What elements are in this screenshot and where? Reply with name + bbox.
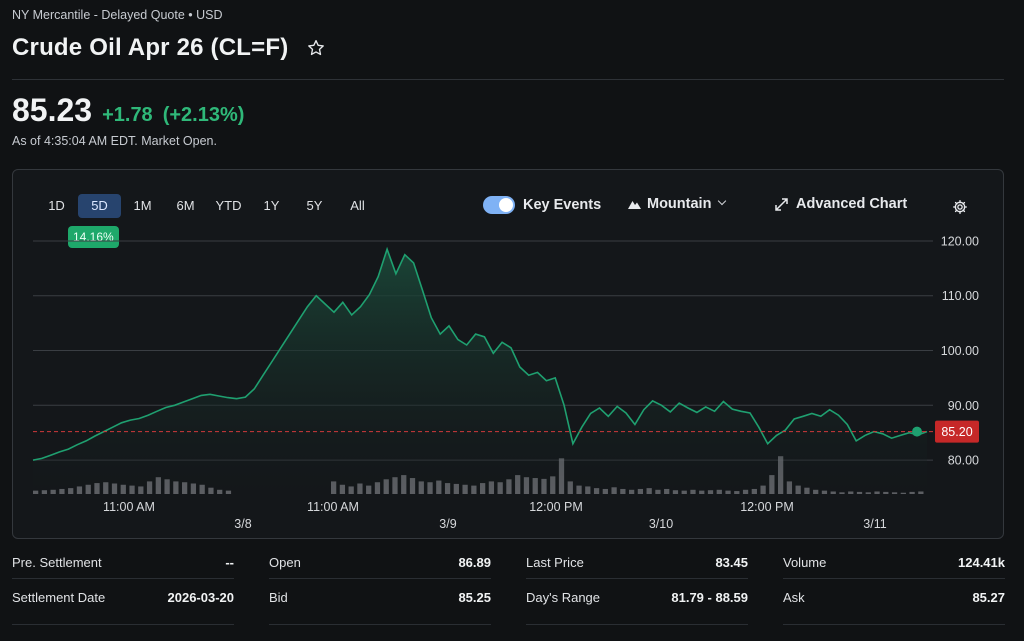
header-divider [12,79,1004,80]
price-chart[interactable]: 120.00 110.00 100.00 90.00 80.00 85.20 11:00 A… [13,170,1003,538]
stat-divider [269,578,491,579]
last-price-marker [912,426,922,437]
range-button-5d[interactable]: 5D [78,194,121,218]
x-date-label: 3/8 [234,517,251,531]
stat-day-s-range: Day's Range 81.79 - 88.59 [526,590,748,605]
price-change-percent: (+2.13%) [162,104,245,126]
stat-value: 124.41k [958,555,1005,570]
range-button-1d[interactable]: 1D [48,198,65,213]
quote-row: 85.23 +1.78 (+2.13%) [12,92,244,129]
key-events-switch[interactable] [483,196,515,214]
x-date-label: 3/10 [649,517,673,531]
stat-value: 85.25 [458,590,491,605]
key-events-toggle[interactable]: Key Events [483,196,601,214]
stat-label: Open [269,555,301,570]
x-time-label: 12:00 PM [529,500,583,514]
range-button-ytd[interactable]: YTD [215,198,242,213]
stat-value: 81.79 - 88.59 [671,590,748,605]
price-tag [935,420,979,443]
range-button-5y[interactable]: 5Y [306,198,323,213]
stat-value: 2026-03-20 [167,590,235,605]
y-tick-label: 120.00 [941,234,979,248]
chart-type-label: Mountain [647,196,712,212]
x-time-label: 11:00 AM [103,500,155,514]
x-date-label: 3/9 [439,517,456,531]
price-area [33,249,927,494]
stat-value: 83.45 [715,555,748,570]
stat-value: 85.27 [972,590,1005,605]
range-button-all[interactable]: All [350,198,365,213]
stat-volume: Volume 124.41k [783,555,1005,570]
expand-icon [775,197,788,211]
stat-settlement-date: Settlement Date 2026-03-20 [12,590,234,605]
stat-last-price: Last Price 83.45 [526,555,748,570]
y-tick-label: 100.00 [941,344,979,358]
stat-divider [269,624,491,625]
y-tick-label: 110.00 [942,289,979,303]
stat-divider [12,624,234,625]
key-events-label: Key Events [523,197,602,213]
stat-pre-settlement: Pre. Settlement -- [12,555,234,570]
stat-label: Volume [783,555,827,570]
as-of-timestamp: As of 4:35:04 AM EDT. Market Open. [12,134,217,148]
stat-divider [783,624,1005,625]
stat-divider [12,578,234,579]
stat-open: Open 86.89 [269,555,491,570]
price-change: +1.78 [102,104,153,126]
range-button-1m[interactable]: 1M [133,198,152,213]
page-title: Crude Oil Apr 26 (CL=F) [12,34,289,61]
chart-type-dropdown[interactable]: Mountain [628,196,727,212]
advanced-chart-label: Advanced Chart [796,196,908,212]
stat-value: -- [225,555,234,570]
exchange-info: NY Mercantile - Delayed Quote • USD [12,8,223,22]
current-price: 85.23 [12,92,93,128]
y-tick-label: 90.00 [948,399,979,413]
stat-divider [526,578,748,579]
stat-ask: Ask 85.27 [783,590,1005,605]
stat-bid: Bid 85.25 [269,590,491,605]
x-time-label: 12:00 PM [740,500,794,514]
range-button-6m[interactable]: 6M [176,198,195,213]
stat-divider [526,624,748,625]
stat-label: Ask [783,590,805,605]
range-button-1y[interactable]: 1Y [263,198,280,213]
advanced-chart-button[interactable]: Advanced Chart [775,196,907,212]
stat-label: Last Price [526,555,584,570]
price-tag-label: 85.20 [941,425,972,439]
stat-label: Pre. Settlement [12,555,102,570]
chart-card: 1D 5D 1M 6M YTD 1Y 5Y All 14.16% Key Events Mou… [12,169,1004,539]
stat-label: Settlement Date [12,590,106,605]
stat-divider [783,578,1005,579]
y-tick-label: 80.00 [948,454,979,468]
price-line [32,246,928,461]
title-row: Crude Oil Apr 26 (CL=F) [12,34,326,62]
star-icon[interactable] [306,38,326,58]
range-selector: 1D 5D 1M 6M YTD 1Y 5Y All [35,194,379,218]
mountain-icon [628,201,641,209]
gear-icon[interactable] [952,199,968,215]
x-time-label: 11:00 AM [307,500,359,514]
x-date-label: 3/11 [863,517,886,531]
stat-value: 86.89 [458,555,491,570]
stat-label: Day's Range [526,590,601,605]
stat-label: Bid [269,590,288,605]
